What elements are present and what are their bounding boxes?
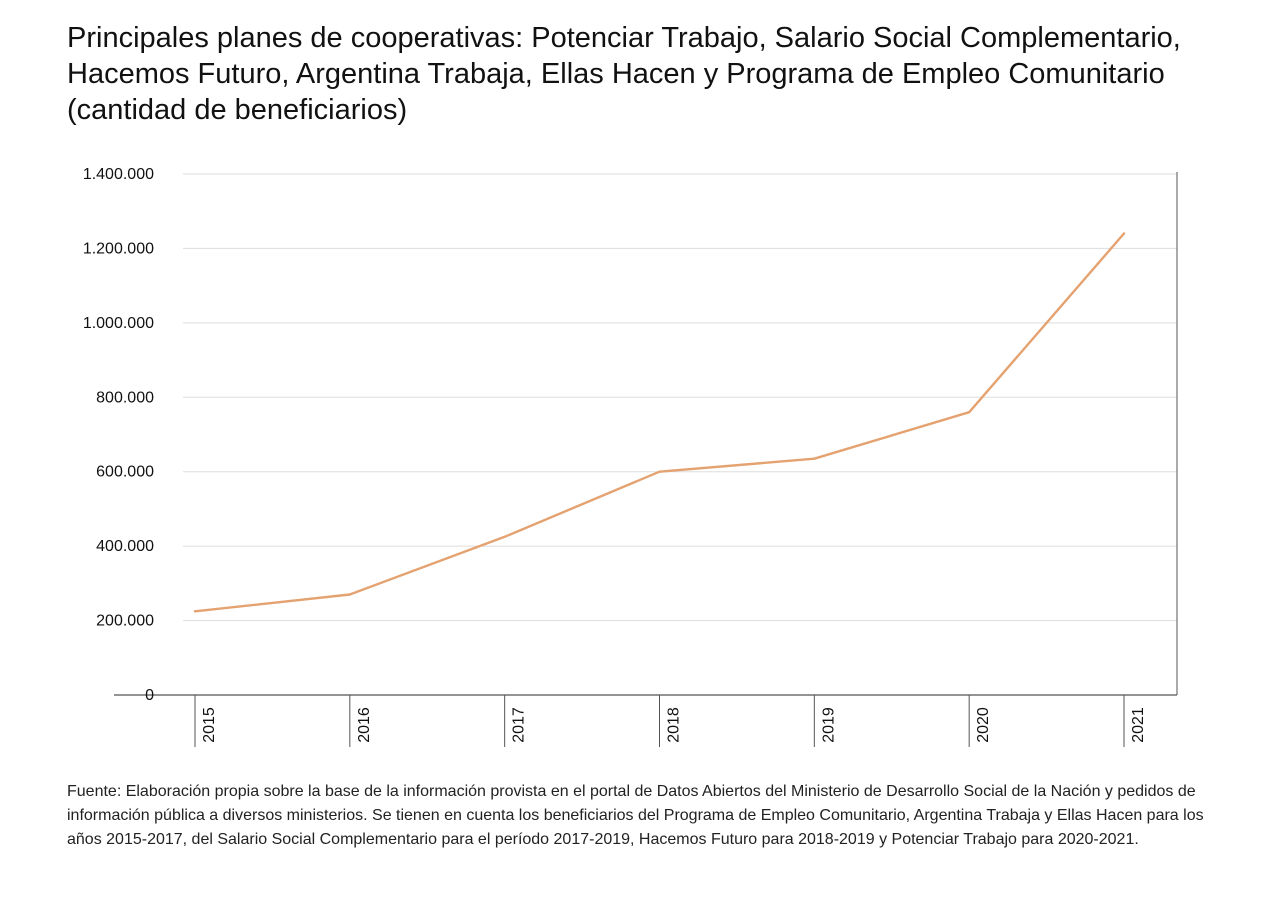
y-tick-label: 1.000.000 — [83, 315, 154, 332]
y-tick-label: 0 — [145, 687, 154, 704]
x-tick-label: 2015 — [201, 707, 218, 743]
source-note: Fuente: Elaboración propia sobre la base… — [67, 783, 1204, 848]
series-line — [193, 232, 1126, 613]
x-tick-label: 2019 — [820, 707, 837, 743]
y-tick-label: 200.000 — [96, 613, 154, 630]
gridlines — [183, 173, 1177, 622]
data-point — [348, 593, 352, 596]
series-layer — [193, 232, 1126, 613]
x-tick-label: 2017 — [511, 707, 528, 743]
data-point — [813, 457, 816, 460]
axes — [114, 172, 1178, 696]
x-tick-label: 2021 — [1130, 707, 1147, 743]
y-tick-label: 400.000 — [96, 538, 154, 555]
data-point — [1122, 232, 1126, 235]
y-tick-label: 1.400.000 — [83, 166, 154, 183]
x-axis-ticks: 2015 2016 2017 2018 2019 2020 2021 — [194, 695, 1147, 747]
data-point — [193, 610, 197, 613]
chart-title: Principales planes de cooperativas: Pote… — [67, 22, 1181, 126]
y-tick-label: 600.000 — [96, 464, 154, 481]
data-point — [503, 535, 506, 539]
x-tick-label: 2018 — [666, 707, 683, 743]
x-tick-label: 2016 — [356, 707, 373, 743]
y-axis-ticks: 0 200.000 400.000 600.000 800.000 1.000.000 1.… — [83, 166, 154, 704]
data-point — [967, 410, 971, 414]
y-tick-label: 1.200.000 — [83, 240, 154, 257]
data-point — [658, 470, 661, 473]
x-tick-label: 2020 — [975, 707, 992, 743]
y-tick-label: 800.000 — [96, 389, 154, 406]
